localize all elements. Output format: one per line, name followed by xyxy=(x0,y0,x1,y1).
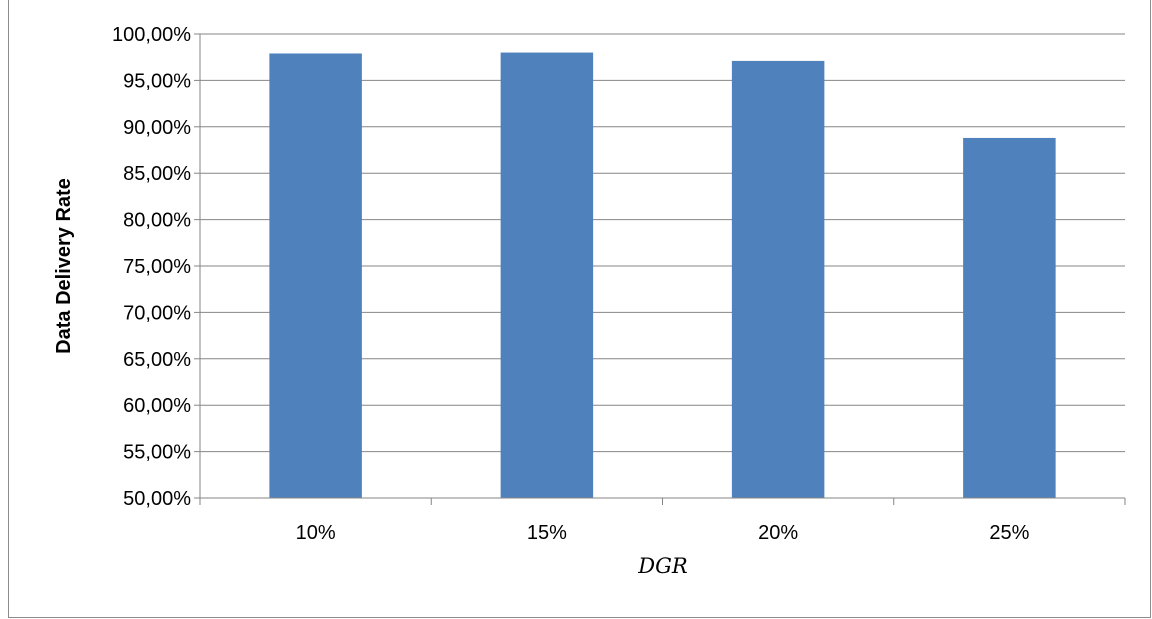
bar-15pct xyxy=(500,52,594,499)
y-tick-label: 85,00% xyxy=(123,163,191,185)
bar-20pct xyxy=(731,60,825,499)
y-tick-label: 60,00% xyxy=(123,395,191,417)
x-tick-label: 15% xyxy=(527,522,567,544)
y-tick-label: 75,00% xyxy=(123,256,191,278)
x-tick-label: 20% xyxy=(758,522,798,544)
y-tick-label: 50,00% xyxy=(123,488,191,510)
axes xyxy=(199,34,1125,499)
y-tick-label: 55,00% xyxy=(123,442,191,464)
bars xyxy=(269,52,1056,499)
bar-10pct xyxy=(269,53,362,498)
x-tick-label: 10% xyxy=(296,522,336,544)
y-tick-labels: 50,00% 55,00% 60,00% 65,00% 70,00% 75,00% 80,0… xyxy=(112,24,191,510)
x-tick-labels: 10% 15% 20% 25% xyxy=(296,522,1030,544)
y-tick-label: 95,00% xyxy=(123,70,191,92)
y-tick-label: 65,00% xyxy=(123,349,191,371)
y-axis-title: Data Delivery Rate xyxy=(53,178,75,354)
y-tick-label: 70,00% xyxy=(123,302,191,324)
y-tick-label: 80,00% xyxy=(123,210,191,232)
y-tick-label: 90,00% xyxy=(123,117,191,139)
x-tick-label: 25% xyxy=(989,522,1029,544)
y-tick-label: 100,00% xyxy=(112,24,191,46)
x-axis-title: DGR xyxy=(637,554,688,578)
bar-25pct xyxy=(963,137,1056,498)
chart-frame xyxy=(8,0,1151,618)
